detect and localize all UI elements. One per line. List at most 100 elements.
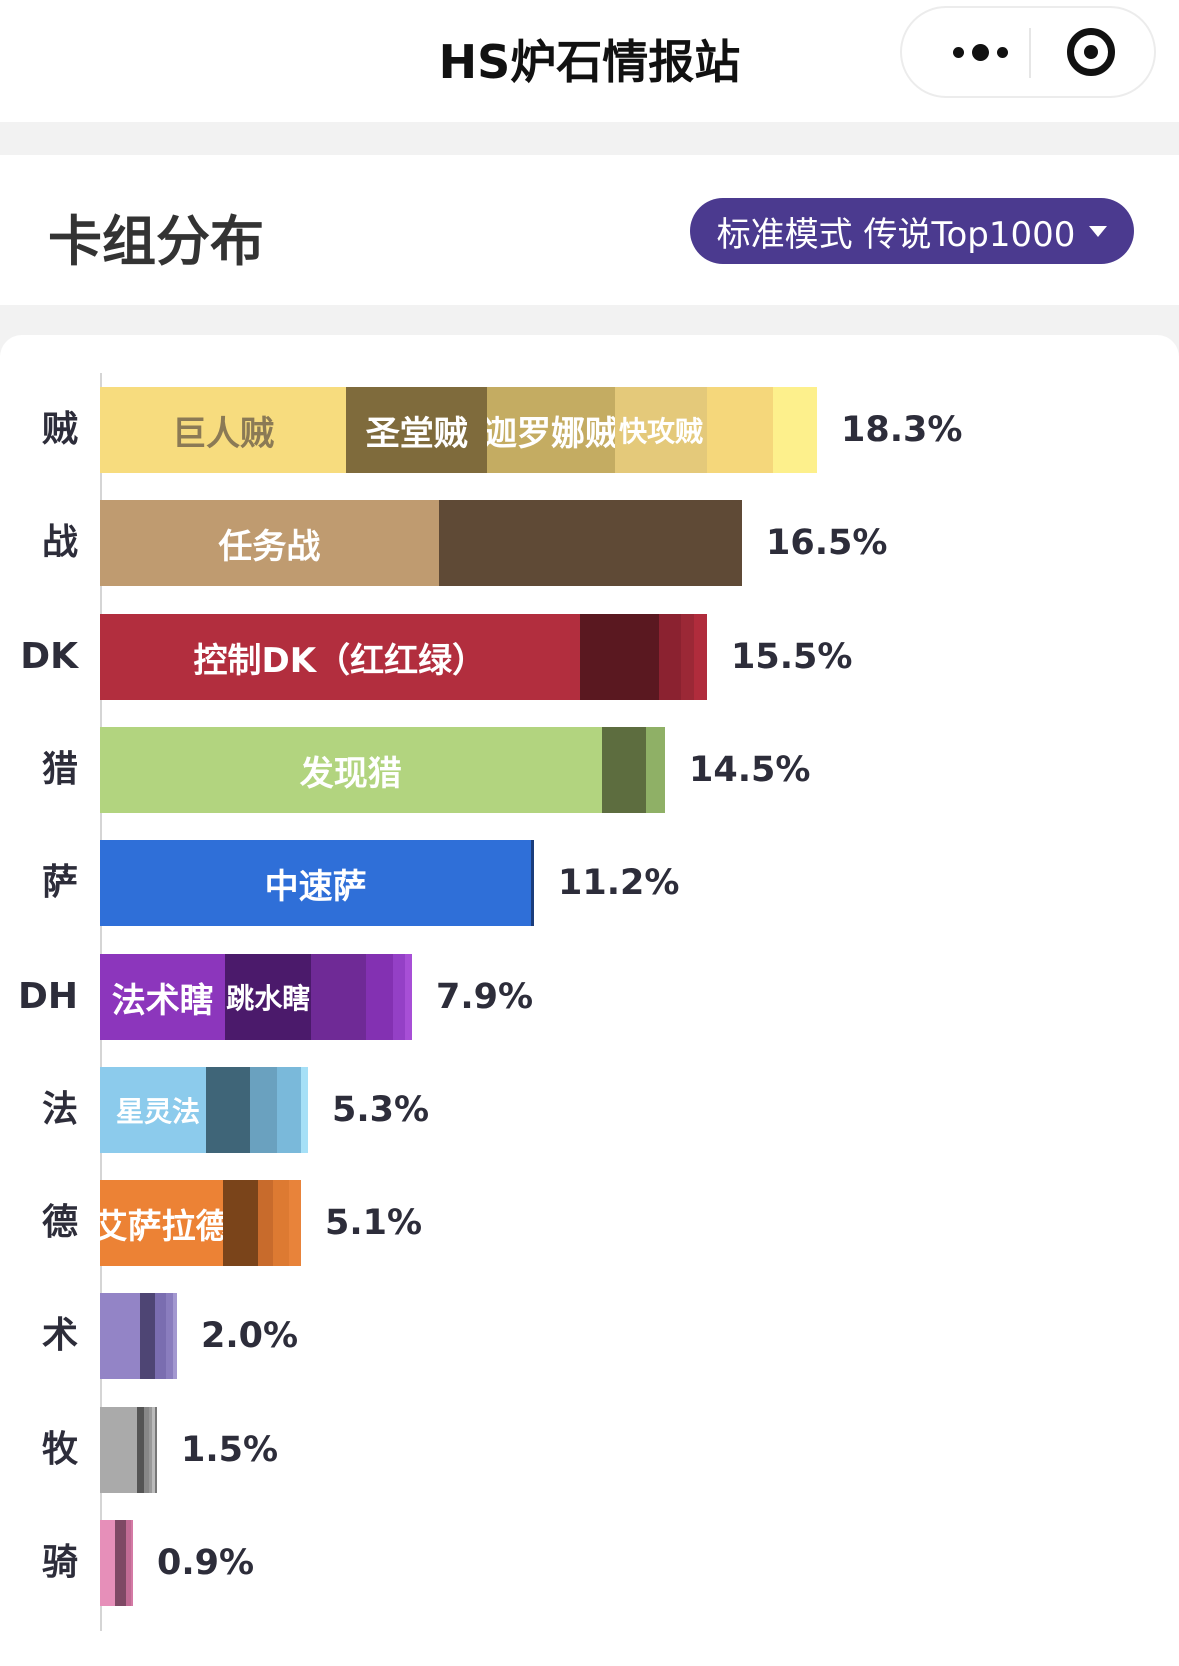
- deck-segment[interactable]: [152, 1407, 156, 1493]
- deck-segment[interactable]: [249, 1067, 277, 1153]
- deck-segment[interactable]: [693, 614, 708, 700]
- deck-segment[interactable]: [205, 1067, 250, 1153]
- deck-segment[interactable]: [658, 614, 681, 700]
- class-label: 猎: [41, 749, 78, 790]
- deck-segment[interactable]: [531, 840, 535, 926]
- deck-segment[interactable]: 发现猎: [100, 727, 602, 813]
- deck-segment[interactable]: [272, 1180, 290, 1266]
- deck-segment[interactable]: [393, 954, 406, 1040]
- deck-segment[interactable]: [100, 1520, 116, 1606]
- deck-segment[interactable]: 圣堂贼: [346, 387, 488, 473]
- class-label: DH: [17, 976, 78, 1017]
- class-bar[interactable]: 任务战: [100, 500, 743, 586]
- deck-segment[interactable]: [172, 1293, 177, 1379]
- deck-segment[interactable]: [130, 1520, 133, 1606]
- capsule-divider: [1029, 28, 1031, 78]
- class-label: 牧: [41, 1429, 78, 1470]
- deck-segment[interactable]: [154, 1293, 166, 1379]
- class-label: 德: [41, 1202, 78, 1243]
- class-bar[interactable]: 法术瞎 跳水瞎: [100, 954, 412, 1040]
- deck-segment[interactable]: [311, 954, 367, 1040]
- deck-segment[interactable]: [645, 727, 666, 813]
- section-header: 卡组分布 标准模式 传说Top1000: [0, 155, 1179, 305]
- deck-segment[interactable]: [143, 1407, 150, 1493]
- mini-program-capsule: [900, 6, 1156, 98]
- class-label: DK: [20, 636, 78, 677]
- deck-segment[interactable]: [258, 1180, 273, 1266]
- mode-selector-label: 标准模式 传说Top1000: [716, 214, 1076, 255]
- deck-segment[interactable]: [366, 954, 394, 1040]
- share-value-label: 5.1%: [325, 1203, 423, 1243]
- class-label: 术: [41, 1315, 78, 1356]
- chart-row: 萨中速萨 11.2%: [0, 840, 1179, 926]
- deck-segment[interactable]: [707, 387, 774, 473]
- class-bar[interactable]: [100, 1407, 158, 1493]
- nav-bar: HS炉石情报站: [0, 0, 1179, 122]
- deck-segment[interactable]: [100, 1293, 140, 1379]
- deck-segment[interactable]: 任务战: [100, 500, 439, 586]
- share-value-label: 0.9%: [157, 1543, 255, 1583]
- deck-segment[interactable]: [136, 1407, 144, 1493]
- deck-segment[interactable]: [155, 1407, 158, 1493]
- class-bar[interactable]: [100, 1293, 177, 1379]
- class-bar[interactable]: [100, 1520, 133, 1606]
- share-value-label: 14.5%: [689, 750, 811, 790]
- deck-segment[interactable]: 艾萨拉德: [100, 1180, 224, 1266]
- deck-segment[interactable]: 巨人贼: [100, 387, 347, 473]
- share-value-label: 1.5%: [181, 1430, 279, 1470]
- deck-segment[interactable]: [301, 1067, 308, 1153]
- deck-segment[interactable]: [438, 500, 743, 586]
- deck-segment[interactable]: [276, 1067, 302, 1153]
- app-title: HS炉石情报站: [438, 35, 741, 89]
- share-value-label: 16.5%: [766, 523, 888, 563]
- chart-row: 德艾萨拉德 5.1%: [0, 1180, 1179, 1266]
- deck-segment[interactable]: [680, 614, 694, 700]
- deck-segment[interactable]: [126, 1520, 131, 1606]
- class-label: 贼: [41, 409, 78, 450]
- deck-segment[interactable]: 快攻贼: [614, 387, 708, 473]
- deck-segment[interactable]: 星灵法: [100, 1067, 206, 1153]
- chart-row: 猎发现猎 14.5%: [0, 727, 1179, 813]
- chart-row: 术 2.0%: [0, 1293, 1179, 1379]
- deck-segment[interactable]: 迦罗娜贼: [487, 387, 615, 473]
- class-label: 战: [41, 522, 78, 563]
- deck-segment[interactable]: [579, 614, 659, 700]
- class-label: 法: [41, 1089, 78, 1130]
- class-label: 萨: [41, 862, 78, 903]
- class-bar[interactable]: 中速萨: [100, 840, 535, 926]
- deck-segment[interactable]: [601, 727, 646, 813]
- deck-segment[interactable]: [100, 1407, 137, 1493]
- deck-segment[interactable]: [115, 1520, 127, 1606]
- deck-segment[interactable]: [165, 1293, 173, 1379]
- class-bar[interactable]: 艾萨拉德: [100, 1180, 302, 1266]
- chart-row: 贼巨人贼 圣堂贼 迦罗娜贼 快攻贼 18.3%: [0, 387, 1179, 473]
- close-target-icon[interactable]: [1067, 28, 1115, 76]
- deck-segment[interactable]: [139, 1293, 155, 1379]
- chart-row: DK 控制DK（红红绿） 15.5%: [0, 614, 1179, 700]
- more-options-icon[interactable]: [930, 8, 1030, 96]
- chart-row: 骑 0.9%: [0, 1520, 1179, 1606]
- class-bar[interactable]: 控制DK（红红绿）: [100, 614, 708, 700]
- share-value-label: 5.3%: [332, 1090, 430, 1130]
- chart-row: DH 法术瞎 跳水瞎 7.9%: [0, 954, 1179, 1040]
- class-bar[interactable]: 发现猎: [100, 727, 666, 813]
- deck-segment[interactable]: [773, 387, 818, 473]
- mode-selector[interactable]: 标准模式 传说Top1000: [690, 198, 1134, 264]
- deck-segment[interactable]: [289, 1180, 302, 1266]
- deck-segment[interactable]: 控制DK（红红绿）: [100, 614, 580, 700]
- class-bar[interactable]: 巨人贼 圣堂贼 迦罗娜贼 快攻贼: [100, 387, 818, 473]
- deck-segment[interactable]: [149, 1407, 153, 1493]
- deck-segment[interactable]: 法术瞎: [100, 954, 226, 1040]
- deck-segment[interactable]: [405, 954, 412, 1040]
- class-label: 骑: [41, 1542, 78, 1583]
- caret-down-icon: [1089, 225, 1108, 237]
- deck-segment[interactable]: 跳水瞎: [225, 954, 312, 1040]
- deck-segment[interactable]: 中速萨: [100, 840, 532, 926]
- page-title: 卡组分布: [48, 210, 264, 273]
- share-value-label: 2.0%: [201, 1316, 299, 1356]
- chart-row: 法星灵法 5.3%: [0, 1067, 1179, 1153]
- class-bar[interactable]: 星灵法: [100, 1067, 308, 1153]
- deck-segment[interactable]: [223, 1180, 259, 1266]
- share-value-label: 18.3%: [841, 410, 963, 450]
- share-value-label: 7.9%: [436, 977, 534, 1017]
